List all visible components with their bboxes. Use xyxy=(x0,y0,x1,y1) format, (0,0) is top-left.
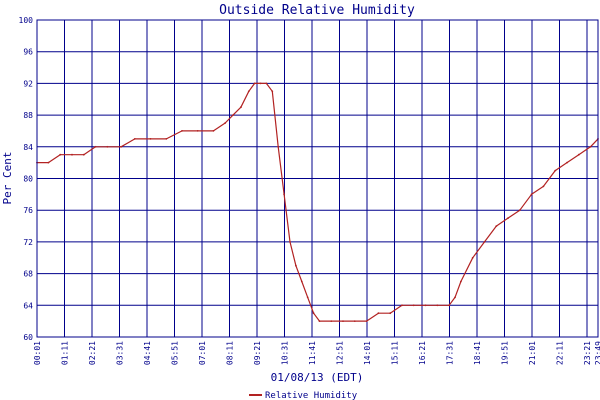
y-tick-label: 72 xyxy=(23,238,33,247)
x-tick-labels: 00:01 01:11 02:21 03:31 04:41 05:51 07:01 08:11… xyxy=(33,341,600,365)
y-tick-label: 76 xyxy=(23,206,33,215)
x-tick-label: 12:51 xyxy=(336,341,345,365)
data-point xyxy=(518,209,521,212)
y-axis-label: Per Cent xyxy=(1,152,14,205)
data-point xyxy=(47,161,50,164)
data-point xyxy=(240,106,242,109)
x-tick-label: 07:01 xyxy=(198,341,207,365)
data-point xyxy=(377,312,380,315)
data-point xyxy=(318,320,321,322)
data-point xyxy=(306,296,309,299)
y-tick-label: 88 xyxy=(23,111,33,120)
data-point xyxy=(436,304,439,307)
y-tick-label: 64 xyxy=(23,301,33,310)
x-tick-label: 02:21 xyxy=(88,341,97,365)
x-tick-label: 22:11 xyxy=(556,341,565,365)
y-tick-label: 84 xyxy=(23,143,33,152)
data-point xyxy=(265,82,268,85)
data-point xyxy=(106,145,109,148)
data-point xyxy=(133,138,136,140)
grid xyxy=(36,19,599,338)
x-axis-label: 01/08/13 (EDT) xyxy=(271,371,364,384)
data-point xyxy=(401,304,403,307)
data-point xyxy=(483,241,486,243)
data-point xyxy=(365,320,368,322)
y-tick-label: 60 xyxy=(23,333,33,342)
data-point xyxy=(460,280,462,283)
data-point xyxy=(120,145,122,148)
data-point xyxy=(94,145,97,148)
legend: Relative Humidity xyxy=(249,391,358,400)
x-tick-label: 23:21 xyxy=(583,341,592,365)
data-point xyxy=(59,153,62,156)
data-point xyxy=(507,217,509,220)
data-point xyxy=(82,153,85,156)
data-point xyxy=(412,304,415,307)
data-point xyxy=(495,225,498,228)
x-tick-label: 17:31 xyxy=(446,341,455,365)
data-point xyxy=(448,304,450,307)
plot-frame xyxy=(36,19,599,338)
x-tick-label: 03:31 xyxy=(116,341,125,365)
data-point xyxy=(577,153,580,156)
data-point xyxy=(253,82,256,85)
data-point xyxy=(295,264,297,267)
data-point xyxy=(165,138,168,140)
data-point xyxy=(271,90,274,93)
x-tick-label: 15:11 xyxy=(391,341,400,365)
y-tick-label: 80 xyxy=(23,175,33,184)
data-point xyxy=(342,320,344,322)
data-point xyxy=(196,130,199,132)
data-point xyxy=(353,320,356,322)
data-point xyxy=(454,296,456,299)
y-tick-label: 92 xyxy=(23,79,33,88)
y-tick-label: 68 xyxy=(23,270,33,279)
data-point xyxy=(224,122,227,124)
data-point xyxy=(389,312,392,315)
x-tick-label: 18:41 xyxy=(473,341,482,365)
data-point xyxy=(181,130,183,132)
x-tick-label: 10:31 xyxy=(281,341,290,365)
data-point xyxy=(212,130,215,132)
data-point xyxy=(149,138,152,140)
data-point xyxy=(289,241,291,243)
data-point xyxy=(566,161,568,164)
legend-label: Relative Humidity xyxy=(265,391,358,400)
series-line-humidity xyxy=(37,82,599,322)
x-tick-label: 04:41 xyxy=(143,341,152,365)
data-point xyxy=(330,320,333,322)
x-tick-label: 08:11 xyxy=(226,341,235,365)
data-point xyxy=(300,280,303,283)
chart-title: Outside Relative Humidity xyxy=(219,3,415,18)
x-tick-label: 23:49 xyxy=(594,341,600,365)
data-point xyxy=(542,185,545,188)
data-point xyxy=(530,193,533,196)
x-tick-label: 05:51 xyxy=(171,341,180,365)
series-layer xyxy=(36,82,599,322)
data-point xyxy=(247,90,250,93)
data-point xyxy=(554,169,557,172)
data-point xyxy=(232,114,234,116)
data-point xyxy=(71,153,73,156)
data-point xyxy=(259,82,262,85)
x-tick-label: 01:11 xyxy=(61,341,70,365)
x-tick-label: 21:01 xyxy=(528,341,537,365)
x-tick-label: 14:01 xyxy=(363,341,372,365)
data-point xyxy=(589,145,592,148)
x-tick-label: 00:01 xyxy=(33,341,42,365)
y-tick-labels: 60 64 68 72 76 80 84 88 92 96 100 xyxy=(19,16,34,342)
data-point xyxy=(471,256,474,259)
data-point xyxy=(277,145,280,148)
x-tick-label: 11:41 xyxy=(308,341,317,365)
data-point xyxy=(424,304,427,307)
data-point xyxy=(312,312,315,315)
x-tick-label: 16:21 xyxy=(418,341,427,365)
y-tick-label: 100 xyxy=(19,16,34,25)
x-tick-label: 09:21 xyxy=(253,341,262,365)
x-tick-label: 19:51 xyxy=(501,341,510,365)
data-point xyxy=(283,193,285,196)
y-tick-label: 96 xyxy=(23,48,33,57)
